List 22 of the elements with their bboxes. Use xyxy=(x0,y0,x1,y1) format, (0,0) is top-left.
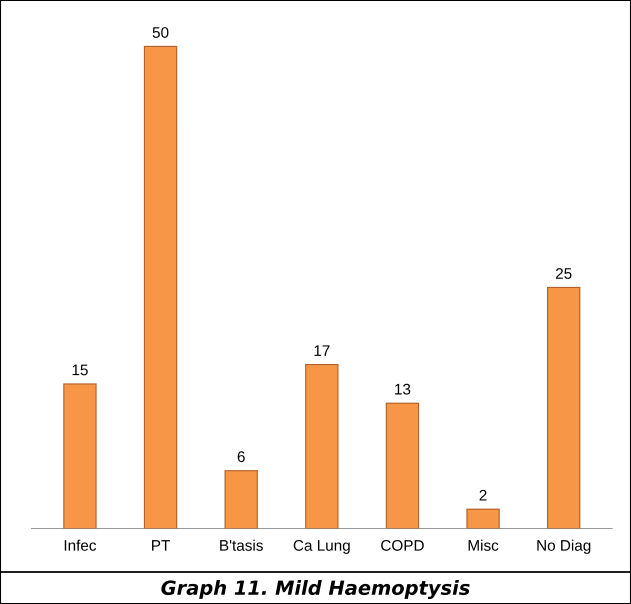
data-label: 6 xyxy=(238,451,245,462)
bar xyxy=(144,46,178,528)
bar xyxy=(63,383,97,528)
data-label: 25 xyxy=(556,268,572,279)
x-tick-label: PT xyxy=(152,540,170,551)
text: Graph 11. Mild Haemoptysis xyxy=(161,580,470,599)
bar xyxy=(305,364,338,528)
x-tick-label: COPD xyxy=(381,540,424,551)
data-label: 17 xyxy=(314,345,330,356)
data-label: 2 xyxy=(480,490,487,500)
x-tick-label: Misc xyxy=(468,540,498,551)
bar xyxy=(466,508,500,528)
bar xyxy=(386,402,420,528)
bar xyxy=(224,470,258,528)
data-label: 15 xyxy=(72,364,88,376)
data-label: 13 xyxy=(395,384,410,395)
bar xyxy=(547,286,580,528)
x-tick-label: Ca Lung xyxy=(294,540,350,554)
x-tick-label: Infec xyxy=(64,540,96,551)
x-tick-label: No Diag xyxy=(537,540,590,554)
x-tick-label: B'tasis xyxy=(220,540,263,551)
data-label: 50 xyxy=(152,27,168,38)
